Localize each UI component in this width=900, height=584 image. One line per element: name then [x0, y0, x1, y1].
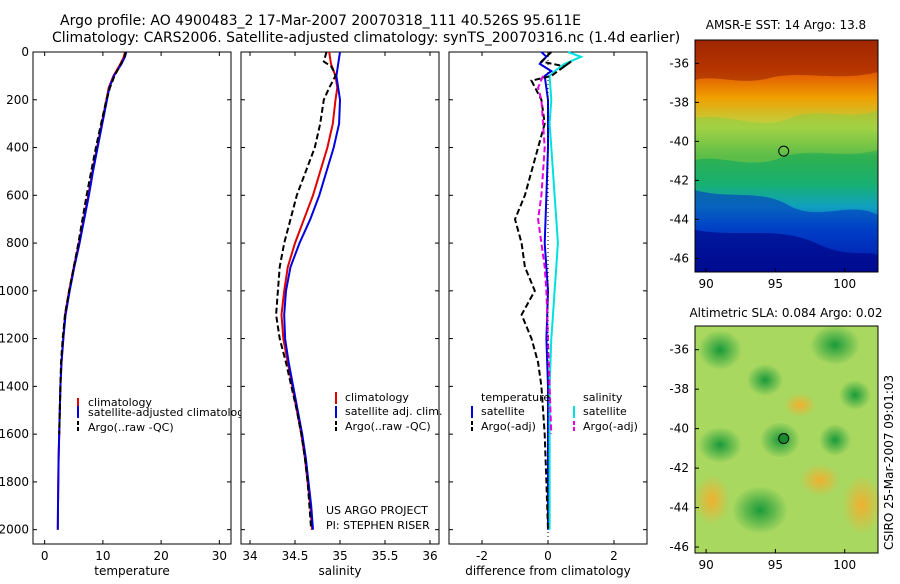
series-line-satellite	[538, 51, 554, 530]
y-tick-label: 800	[6, 236, 29, 250]
x-tick-label: 30	[212, 549, 227, 563]
y-tick-label: 1000	[0, 284, 29, 298]
y-tick-label: -42	[669, 173, 689, 187]
legend-label-sal-satellite: satellite	[583, 405, 627, 418]
series-line-argo-adj-	[537, 75, 553, 435]
legend-label-satellite: satellite-adjusted climatology	[88, 406, 251, 419]
salinity-legend: climatology satellite adj. clim. Argo(..…	[335, 391, 442, 433]
x-tick-label: 100	[833, 558, 856, 572]
temperature-xlabel: temperature	[94, 564, 169, 578]
temperature-plot: 0 10 20 30 0 200 400 600 800 1000 1200 1400 1600 1800…	[0, 45, 251, 578]
sla-map-axes	[694, 325, 879, 554]
x-tick-label: 20	[153, 549, 168, 563]
temperature-legend: climatology satellite-adjusted climatolo…	[77, 396, 251, 434]
sst-map: AMSR-E SST: 14 Argo: 13.8 90 95 100 -36 -38 -…	[669, 18, 879, 291]
argo-position-marker	[778, 145, 790, 157]
salinity-axes	[240, 51, 440, 545]
y-tick-label: 1400	[0, 379, 29, 393]
legend-label-climatology: climatology	[345, 391, 409, 404]
y-tick-label: -40	[669, 134, 689, 148]
sst-map-title: AMSR-E SST: 14 Argo: 13.8	[706, 18, 866, 32]
legend-label-sal-argo: Argo(-adj)	[583, 420, 638, 433]
legend-label-argo: Argo(..raw -QC)	[345, 420, 431, 433]
y-tick-label: 1600	[0, 427, 29, 441]
legend-label-climatology: climatology	[88, 396, 152, 409]
y-tick-label: -36	[669, 343, 689, 357]
x-tick-label: 36	[422, 549, 437, 563]
x-tick-label: 2	[610, 549, 618, 563]
y-tick-label: -38	[669, 95, 689, 109]
y-tick-label: -46	[669, 251, 689, 265]
x-tick-label: 10	[95, 549, 110, 563]
y-tick-label: 0	[21, 45, 29, 59]
salinity-xlabel: salinity	[318, 564, 361, 578]
x-tick-label: -2	[476, 549, 488, 563]
y-tick-label: -38	[669, 382, 689, 396]
x-tick-label: 90	[698, 558, 713, 572]
x-tick-label: 90	[698, 277, 713, 291]
legend-label-argo: Argo(..raw -QC)	[88, 421, 174, 434]
legend-header-temperature: temperature	[481, 391, 550, 404]
difference-legend: temperature salinity satellite Argo(-adj…	[471, 391, 638, 433]
sst-field	[695, 40, 878, 272]
x-tick-label: 0	[41, 549, 49, 563]
legend-label-temp-argo: Argo(-adj)	[481, 420, 536, 433]
x-tick-label: 34.5	[282, 549, 309, 563]
sla-map: Altimetric SLA: 0.084 Argo: 0.02 90 95 100…	[669, 306, 882, 572]
salinity-plot: 34 34.5 35 35.5 36 salinity climatology sate…	[240, 51, 442, 578]
y-tick-label: 2000	[0, 523, 29, 537]
y-tick-label: -40	[669, 422, 689, 436]
sla-map-title: Altimetric SLA: 0.084 Argo: 0.02	[689, 306, 882, 320]
series-line-argo-adj-	[513, 51, 572, 530]
y-tick-label: -36	[669, 56, 689, 70]
x-tick-label: 34	[242, 549, 257, 563]
title-line2: Climatology: CARS2006. Satellite-adjuste…	[52, 30, 680, 46]
x-tick-label: 0	[544, 549, 552, 563]
pi-annotation: PI: STEPHEN RISER	[326, 519, 430, 532]
title-line1: Argo profile: AO 4900483_2 17-Mar-2007 2…	[60, 13, 581, 29]
x-tick-label: 35.5	[372, 549, 399, 563]
y-tick-label: 400	[6, 141, 29, 155]
y-tick-label: 600	[6, 188, 29, 202]
series-line-argo-raw-qc-	[275, 51, 337, 530]
project-annotation: US ARGO PROJECT	[326, 504, 428, 517]
temperature-axes	[32, 51, 232, 545]
y-tick-label: -44	[669, 212, 689, 226]
x-tick-label: 100	[833, 277, 856, 291]
legend-header-salinity: salinity	[583, 391, 623, 404]
y-tick-label: 1800	[0, 475, 29, 489]
sst-map-axes	[694, 39, 879, 273]
series-line-argo-raw-qc-	[58, 51, 127, 435]
x-tick-label: 95	[768, 277, 783, 291]
timestamp-side-text: CSIRO 25-Mar-2007 09:01:03	[882, 375, 896, 550]
y-tick-label: -44	[669, 501, 689, 515]
x-tick-label: 95	[768, 558, 783, 572]
legend-label-temp-satellite: satellite	[481, 405, 525, 418]
argo-position-marker	[778, 433, 790, 445]
difference-xlabel: difference from climatology	[465, 564, 631, 578]
y-tick-label: 1200	[0, 332, 29, 346]
legend-label-satellite: satellite adj. clim.	[345, 405, 442, 418]
y-tick-label: 200	[6, 93, 29, 107]
difference-plot: -2 0 2 difference from climatology tempera…	[448, 51, 648, 578]
x-tick-label: 35	[332, 549, 347, 563]
y-tick-label: -42	[669, 461, 689, 475]
y-tick-label: -46	[669, 540, 689, 554]
series-line-satellite	[548, 51, 584, 530]
